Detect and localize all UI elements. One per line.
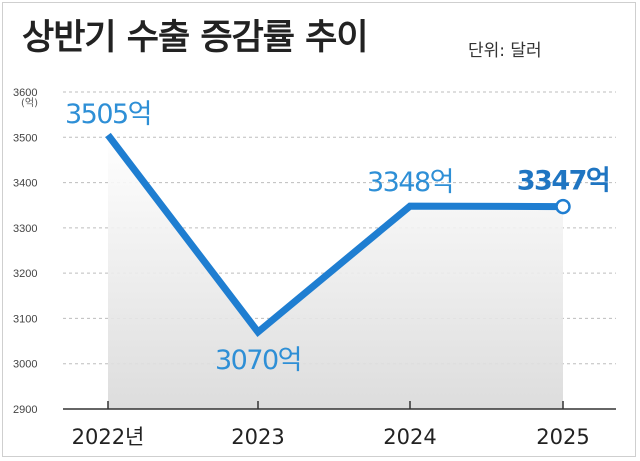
x-tick-label: 2023: [231, 425, 284, 449]
x-tick-label: 2022년: [72, 425, 145, 449]
x-tick-label: 2024: [383, 425, 436, 449]
y-tick-label: 3600: [13, 87, 37, 99]
data-label: 3070억: [215, 345, 301, 376]
chart-title: 상반기 수출 증감률 추이: [22, 18, 369, 58]
series-line-path: [105, 132, 564, 338]
last-point-marker: [555, 198, 571, 215]
y-tick-label: 2900: [13, 404, 37, 416]
series-line: [105, 132, 571, 338]
unit-note: 단위: 달러: [468, 41, 542, 61]
x-tick-label: 2025: [536, 425, 589, 449]
data-label: 3505억: [65, 99, 151, 130]
y-tick-label: 3100: [13, 313, 37, 325]
data-labels: 3505억 3070억 3348억 3347억: [65, 99, 611, 376]
y-tick-label: 3300: [13, 223, 37, 235]
axes: 3600 3500 3400 3300 3200 3100 3000 2900 (억) 2022년…: [13, 87, 616, 449]
y-tick-label: 3000: [13, 359, 37, 371]
y-tick-label: 3400: [13, 178, 37, 190]
data-label: 3347억: [517, 166, 610, 197]
y-axis-unit: (억): [21, 97, 38, 109]
data-label: 3348억: [367, 167, 453, 198]
y-tick-label: 3500: [13, 132, 37, 144]
y-tick-label: 3200: [13, 268, 37, 280]
